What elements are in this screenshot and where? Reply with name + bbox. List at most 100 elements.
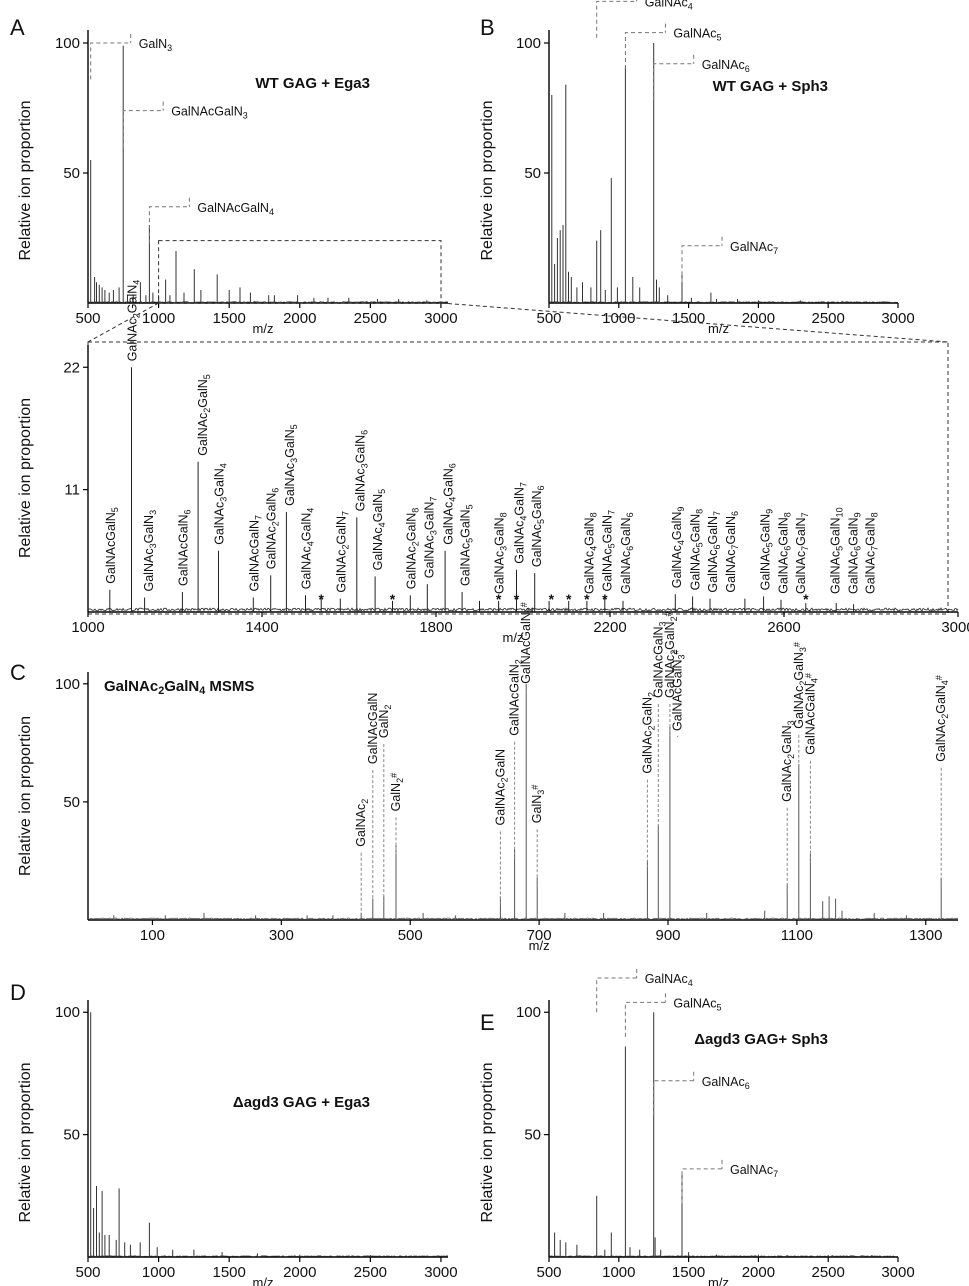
label-part: 7: [253, 515, 263, 520]
x-tick-label: 2000: [742, 1264, 775, 1281]
label-part: 3: [498, 546, 508, 551]
label-part: GalN: [846, 517, 860, 545]
baseline-noise: [87, 301, 449, 304]
label-part: GalN: [493, 749, 507, 777]
label-part: 6: [624, 546, 634, 551]
panel-a: 50 100 500 1000 1500 2000 2500 3000 A Relative io…: [10, 15, 458, 336]
panel-letter: B: [480, 15, 495, 40]
label-part: 5: [834, 546, 844, 551]
label-part: GalNAc: [493, 551, 507, 594]
x-tick-label: 100: [140, 927, 165, 944]
y-axis-label: Relative ion proportion: [17, 100, 34, 260]
label-part: GalNAc: [126, 318, 140, 361]
peak-label: GalNAc4GalN9: [670, 507, 686, 589]
label-part: GalNAc: [283, 463, 297, 506]
label-part: GalNAcGalN: [176, 514, 190, 586]
label-part: GalN: [776, 517, 790, 545]
label-part: GalNAc: [673, 27, 716, 41]
peak-label: GalNAc2GalN4: [126, 280, 142, 362]
y-axis-label: Relative ion proportion: [17, 1062, 34, 1222]
label-part: 3: [657, 621, 667, 626]
annotation-connector: [596, 0, 638, 38]
panel-e: 50 100 500 1000 1500 2000 2500 3000 E Relative io…: [479, 969, 915, 1286]
label-part: GalNAc: [601, 548, 615, 591]
x-axis-label: m/z: [253, 321, 274, 336]
peak-label: GalNAcGalN5: [104, 507, 120, 584]
label-part: GalN: [530, 795, 544, 823]
label-part: GalN: [164, 678, 199, 695]
label-part: 10: [834, 507, 844, 517]
label-part: 4: [269, 206, 274, 216]
label-part: GalN: [265, 493, 279, 521]
peak-annotation: GalNAc5: [673, 996, 721, 1012]
x-tick-label: 2000: [742, 310, 775, 327]
label-part: GalN: [670, 512, 684, 540]
label-part: 6: [730, 511, 740, 516]
annotation-connector: [681, 1159, 723, 1204]
zoom-connector: [440, 302, 949, 343]
label-part: 4: [376, 522, 386, 527]
panel-letter: C: [10, 660, 26, 685]
label-part: 4: [305, 508, 315, 513]
x-axis-label: m/z: [529, 938, 550, 953]
label-part: GalNAcGalN: [104, 512, 118, 584]
label-part: 8: [782, 512, 792, 517]
label-part: 3: [359, 463, 369, 468]
baseline-noise: [87, 607, 959, 612]
label-part: GalN: [142, 515, 156, 543]
label-part: GalN: [780, 725, 794, 753]
panel-title: WT GAG + Ega3: [255, 75, 370, 92]
peak-annotation: GalNAc6: [702, 58, 750, 74]
label-part: 7: [773, 1168, 778, 1178]
panel-title: Δagd3 GAG + Ega3: [233, 1094, 370, 1111]
label-part: 4: [688, 978, 693, 988]
label-part: GalN: [934, 685, 948, 713]
label-part: GalNAcGalN: [247, 520, 261, 592]
label-part: 6: [270, 488, 280, 493]
label-part: 7: [606, 510, 616, 515]
label-part: 2: [499, 777, 509, 782]
peak-label: GalNAc5GalN10: [829, 507, 845, 594]
label-part: GalNAc: [265, 526, 279, 569]
peak-annotation: GalNAc6: [702, 1075, 750, 1091]
peak-label: GalNAc4GalN4: [300, 508, 316, 590]
label-part: GalNAc: [213, 502, 227, 545]
label-part: GalN: [377, 710, 391, 738]
label-part: 2: [940, 714, 950, 719]
label-part: GalN: [404, 513, 418, 541]
peak-annotation: GalNAc7: [730, 240, 778, 256]
y-tick-label: 50: [524, 1127, 541, 1144]
label-part: 4: [688, 1, 693, 11]
label-part: GalNAc: [730, 240, 773, 254]
label-part: #: [519, 602, 529, 607]
x-tick-label: 1500: [672, 1264, 705, 1281]
label-part: #: [389, 773, 399, 778]
label-part: GalNAc: [334, 550, 348, 593]
peak-label: GalNAc2GalN5: [196, 374, 212, 456]
label-part: GalN: [601, 515, 615, 543]
annotation-connector: [624, 993, 666, 1037]
y-axis-label: Relative ion proportion: [479, 1062, 496, 1222]
label-part: 4: [447, 497, 457, 502]
peak-label: GalNAc6GalN6: [619, 512, 635, 594]
peak-label: GalNAc3GalN5: [283, 424, 299, 506]
peak-label: GalNAc4GalN7: [513, 482, 529, 564]
label-part: 2: [646, 726, 656, 731]
label-part: 2: [340, 545, 350, 550]
label-part: 3: [676, 654, 686, 659]
label-part: 3: [218, 497, 228, 502]
peak-label: GalNAc7GalN7: [794, 512, 810, 594]
label-part: 6: [624, 512, 634, 517]
x-tick-label: 1100: [781, 927, 813, 944]
label-part: GalNAc: [688, 547, 702, 590]
label-part: GalNAc: [353, 468, 367, 511]
y-tick-label: 50: [63, 794, 80, 811]
label-part: GalNAc: [730, 1163, 773, 1177]
y-tick-label: 100: [55, 676, 80, 693]
baseline-noise: [549, 1255, 899, 1258]
baseline-noise: [548, 301, 899, 304]
label-part: GalNAc: [673, 996, 716, 1010]
label-part: 6: [359, 430, 369, 435]
x-tick-label: 3000: [424, 1264, 457, 1281]
